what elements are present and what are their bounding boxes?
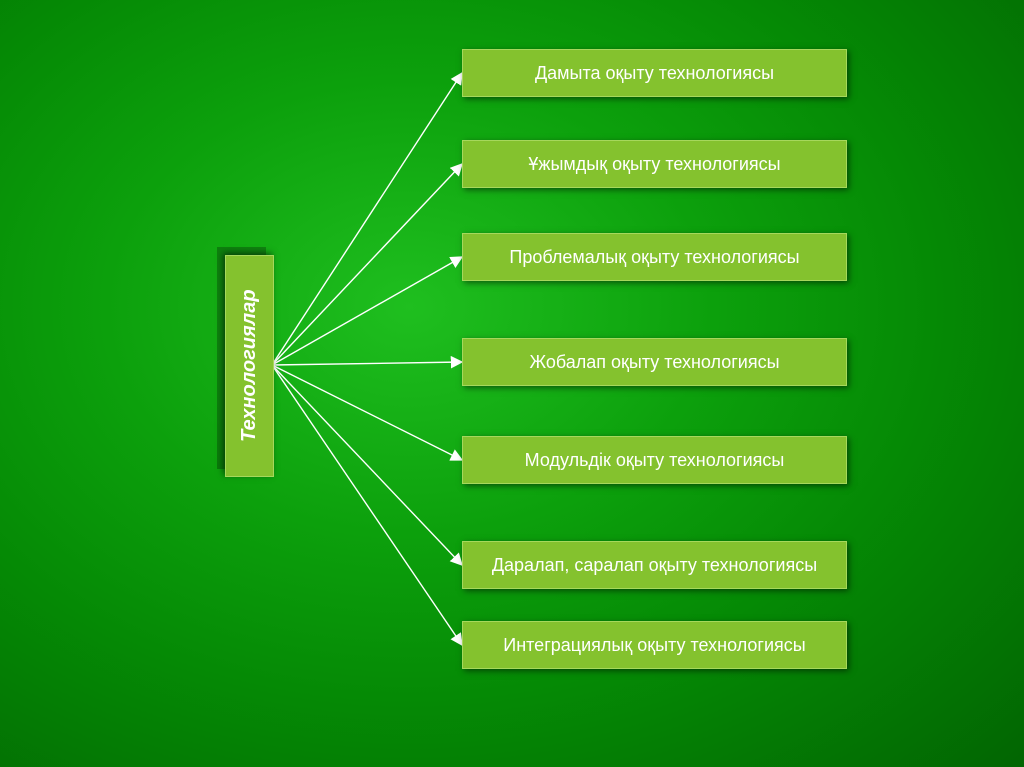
connector-edge <box>272 257 462 365</box>
target-label: Даралап, саралап оқыту технологиясы <box>492 555 817 576</box>
target-node: Проблемалық оқыту технологиясы <box>462 233 847 281</box>
connector-edge <box>272 164 462 365</box>
target-node: Интеграциялық оқыту технологиясы <box>462 621 847 669</box>
connector-edge <box>272 365 462 460</box>
target-node: Модульдік оқыту технологиясы <box>462 436 847 484</box>
target-label: Дамыта оқыту технологиясы <box>535 63 774 84</box>
connector-edge <box>272 73 462 365</box>
target-node: Ұжымдық оқыту технологиясы <box>462 140 847 188</box>
source-label: Технологиялар <box>238 290 261 443</box>
connector-edge <box>272 365 462 565</box>
target-label: Модульдік оқыту технологиясы <box>525 450 785 471</box>
target-label: Жобалап оқыту технологиясы <box>529 352 779 373</box>
target-label: Ұжымдық оқыту технологиясы <box>528 154 780 175</box>
target-node: Даралап, саралап оқыту технологиясы <box>462 541 847 589</box>
connector-edge <box>272 365 462 645</box>
target-label: Проблемалық оқыту технологиясы <box>509 247 799 268</box>
source-node: Технологиялар <box>225 255 274 477</box>
target-label: Интеграциялық оқыту технологиясы <box>503 635 805 656</box>
connector-edge <box>272 362 462 365</box>
target-node: Жобалап оқыту технологиясы <box>462 338 847 386</box>
target-node: Дамыта оқыту технологиясы <box>462 49 847 97</box>
